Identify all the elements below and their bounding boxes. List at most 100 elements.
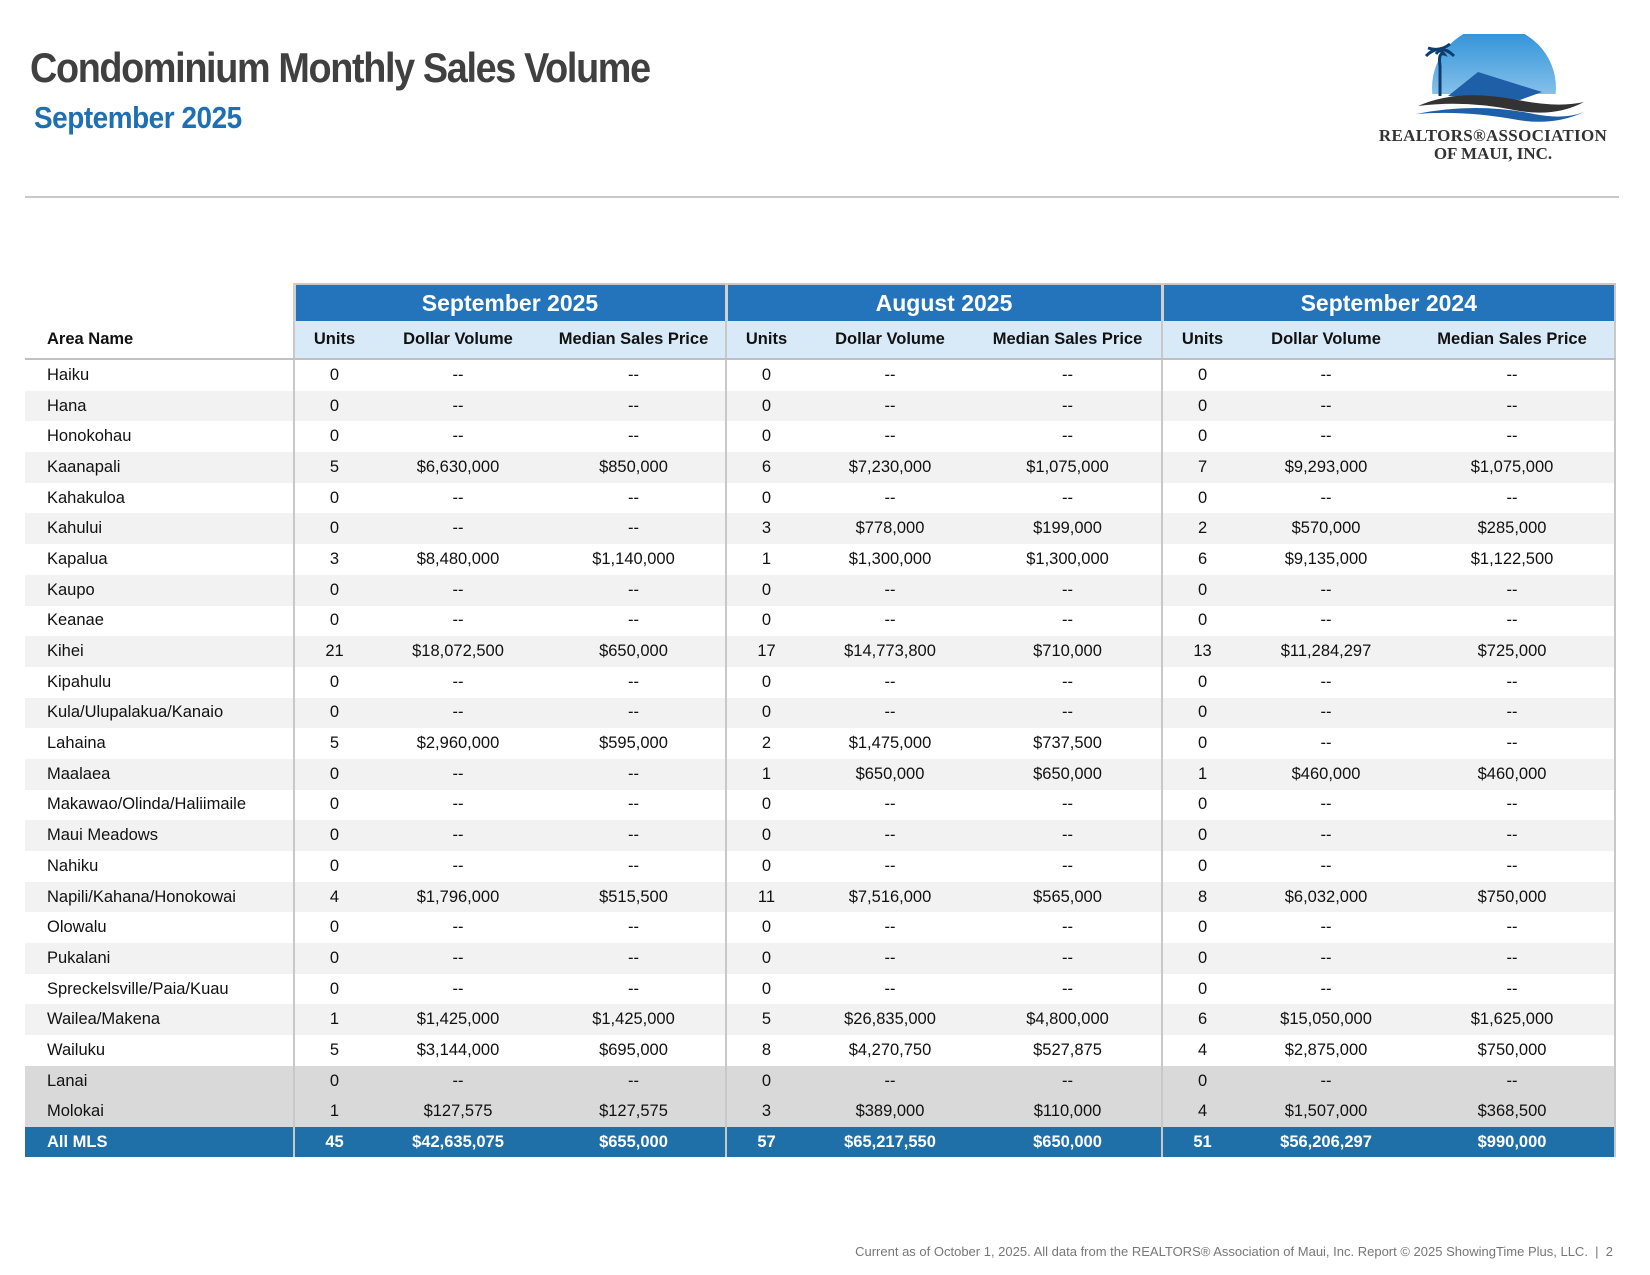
table-cell: --: [452, 672, 464, 691]
column-header: Median Sales Price: [1410, 321, 1617, 360]
column-header: Median Sales Price: [542, 321, 726, 360]
table-cell: 13: [1161, 636, 1243, 667]
table-cell: 1: [1161, 758, 1243, 790]
area-name: Kihei: [25, 636, 294, 667]
table-cell: --: [1062, 611, 1074, 630]
table-cell: $570,000: [1242, 513, 1411, 545]
area-name: All MLS: [25, 1127, 294, 1158]
column-header: Units: [293, 321, 374, 360]
table-cell: $1,300,000: [848, 549, 932, 568]
table-cell: $1,425,000: [374, 1004, 542, 1036]
table-cell: --: [1410, 943, 1617, 974]
table-cell: $56,206,297: [1242, 1127, 1411, 1158]
column-header: Median Sales Price: [974, 321, 1163, 360]
table-cell: --: [1320, 795, 1332, 814]
table-cell: --: [1062, 979, 1074, 998]
table-cell: 0: [1161, 820, 1243, 851]
table-cell: --: [1410, 390, 1617, 422]
table-cell: --: [374, 1065, 542, 1097]
table-cell: $2,960,000: [416, 734, 500, 753]
table-cell: $9,135,000: [1284, 549, 1368, 568]
table-cell: --: [1410, 820, 1617, 851]
table-cell: --: [884, 918, 896, 937]
table-cell: 7: [1161, 452, 1243, 483]
table-cell: --: [1410, 421, 1617, 453]
area-name: Makawao/Olinda/Haliimaile: [47, 795, 246, 814]
table-cell: --: [806, 943, 974, 974]
table-cell: --: [374, 513, 542, 545]
area-name: Lahaina: [47, 734, 106, 753]
table-cell: --: [884, 365, 896, 384]
table-row: Kipahulu 0 -- -- 0 -- -- 0 -- --: [25, 666, 1617, 698]
table-cell: 5: [293, 728, 374, 759]
table-cell: 4: [1161, 1096, 1243, 1128]
table-cell: 8: [725, 1035, 806, 1066]
table-cell: --: [1320, 427, 1332, 446]
area-name: Honokohau: [47, 427, 132, 446]
table-cell: --: [1062, 365, 1074, 384]
table-cell: 0: [725, 697, 806, 729]
table-cell: --: [542, 758, 726, 790]
table-cell: 5: [725, 1004, 806, 1036]
column-header-row: Area Name Units Dollar Volume Median Sales …: [25, 321, 1617, 360]
table-cell: 0: [725, 1065, 806, 1097]
table-cell: --: [884, 427, 896, 446]
table-cell: --: [452, 365, 464, 384]
table-cell: --: [1410, 851, 1617, 882]
table-cell: --: [884, 611, 896, 630]
table-cell: 0: [293, 482, 374, 514]
table-cell: 0: [725, 666, 806, 698]
table-cell: $8,480,000: [416, 549, 500, 568]
table-row: Kaupo 0 -- -- 0 -- -- 0 -- --: [25, 574, 1617, 606]
table-cell: 0: [293, 697, 374, 729]
table-row: Kula/Ulupalakua/Kanaio 0 -- -- 0 -- -- 0 -- --: [25, 697, 1617, 729]
table-cell: --: [1320, 856, 1332, 875]
area-name: Napili/Kahana/Honokowai: [25, 881, 294, 913]
table-cell: --: [1410, 666, 1617, 698]
area-name: Wailea/Makena: [25, 1004, 294, 1036]
table-row: Molokai 1 $127,575 $127,575 3 $389,000 $110,00…: [25, 1096, 1617, 1128]
table-row: Kihei 21 $18,072,500 $650,000 17 $14,773,800 $…: [25, 636, 1617, 667]
table-cell: --: [1242, 390, 1411, 422]
table-cell: 0: [293, 513, 374, 545]
report-subtitle: September 2025: [34, 100, 242, 135]
table-cell: --: [884, 979, 896, 998]
table-cell: --: [806, 574, 974, 606]
table-cell: 51: [1161, 1127, 1243, 1158]
table-cell: 0: [725, 421, 806, 453]
sales-table: September 2025 August 2025 September 2024 A…: [25, 283, 1617, 1158]
table-cell: $1,507,000: [1242, 1096, 1411, 1128]
area-name: Molokai: [25, 1096, 294, 1128]
table-cell: 0: [725, 820, 806, 851]
group-header-row: September 2025 August 2025 September 2024: [25, 283, 1617, 321]
table-cell: --: [628, 856, 639, 875]
table-row: Lanai 0 -- -- 0 -- -- 0 -- --: [25, 1065, 1617, 1097]
table-cell: $515,500: [542, 881, 726, 913]
table-cell: $1,475,000: [848, 734, 932, 753]
table-cell: --: [374, 390, 542, 422]
table-row: Maalaea 0 -- -- 1 $650,000 $650,000 1 $460,000 $4…: [25, 758, 1617, 790]
table-cell: --: [1410, 789, 1617, 821]
column-header: Dollar Volume: [374, 321, 542, 360]
table-cell: --: [628, 979, 639, 998]
table-cell: $595,000: [599, 734, 668, 753]
column-header: Units: [725, 321, 806, 360]
footer-note: Current as of October 1, 2025. All data …: [855, 1244, 1613, 1259]
table-row: Makawao/Olinda/Haliimaile 0 -- -- 0 -- -- 0 -- --: [25, 789, 1617, 821]
area-name: Kaupo: [25, 574, 294, 606]
table-cell: --: [1410, 973, 1617, 1005]
table-cell: 0: [293, 666, 374, 698]
table-cell: 0: [293, 943, 374, 974]
table-cell: $460,000: [1242, 758, 1411, 790]
table-row: Olowalu 0 -- -- 0 -- -- 0 -- --: [25, 912, 1617, 944]
table-cell: $527,875: [1033, 1040, 1102, 1059]
table-cell: $6,032,000: [1242, 881, 1411, 913]
area-name: Kahakuloa: [47, 488, 125, 507]
table-cell: $7,230,000: [806, 452, 974, 483]
table-cell: --: [452, 611, 464, 630]
table-cell: --: [374, 943, 542, 974]
table-cell: --: [452, 427, 464, 446]
table-cell: 1: [725, 544, 806, 575]
table-cell: $695,000: [599, 1040, 668, 1059]
table-cell: 0: [293, 605, 374, 637]
